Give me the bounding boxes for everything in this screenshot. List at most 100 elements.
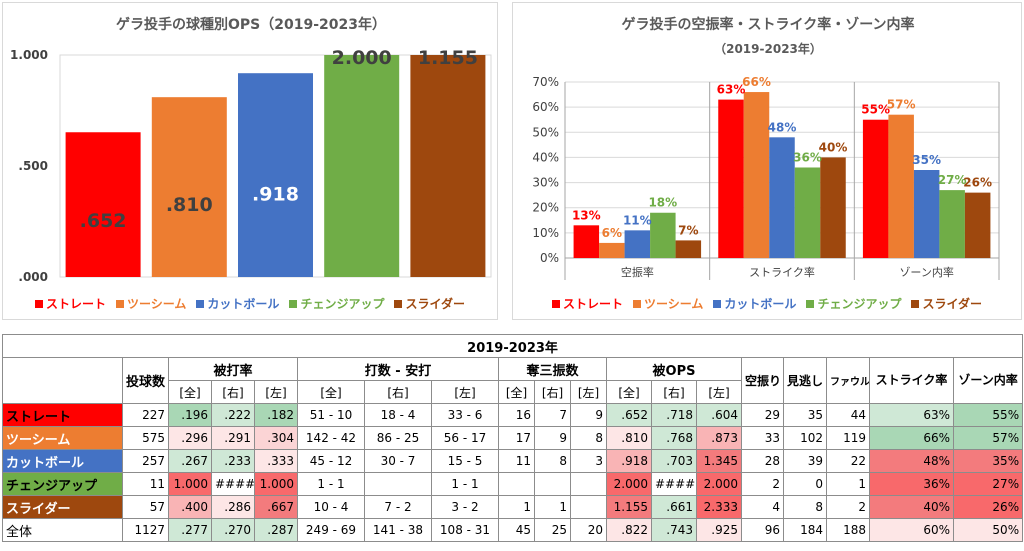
avg-cell: #### bbox=[211, 472, 255, 496]
strikeout-cell: 9 bbox=[570, 403, 607, 427]
split-header: [右] bbox=[364, 380, 432, 404]
rate-value-label: 35% bbox=[912, 153, 941, 167]
avg-cell: 1.000 bbox=[254, 472, 298, 496]
zone-rate-cell: 50% bbox=[952, 518, 1024, 542]
rate-value-label: 55% bbox=[861, 103, 890, 117]
pitches-cell: 57 bbox=[122, 495, 169, 519]
foul-header: ファウル bbox=[826, 357, 870, 404]
ab-hit-cell bbox=[364, 472, 432, 496]
ab-hit-cell: 18 - 4 bbox=[364, 403, 432, 427]
legend-item: ツーシーム bbox=[633, 295, 703, 312]
rate-value-label: 11% bbox=[623, 213, 652, 227]
legend-item: スライダー bbox=[394, 295, 465, 312]
rate-bar bbox=[599, 242, 625, 258]
ops-cell: .918 bbox=[606, 449, 652, 473]
strike-rate-cell: 60% bbox=[869, 518, 954, 542]
rate-bar bbox=[650, 212, 676, 258]
foul-cell: 119 bbox=[826, 426, 870, 450]
ops-ytick-label: .000 bbox=[18, 270, 48, 284]
rate-chart-subtitle: （2019-2023年） bbox=[714, 41, 822, 56]
avg-cell: .182 bbox=[254, 403, 298, 427]
rate-value-label: 36% bbox=[793, 150, 822, 164]
rate-bar bbox=[624, 230, 651, 258]
table-row: ツーシーム 575.296.291.304 142 - 42 86 - 25 56 - … bbox=[2, 426, 1024, 450]
rate-value-label: 26% bbox=[963, 176, 992, 190]
legend-item: カットボール bbox=[713, 295, 796, 312]
rate-bar bbox=[913, 170, 940, 258]
ops-chart-panel: ゲラ投手の球種別OPS（2019-2023年） .000 .500 1.000 .6… bbox=[2, 2, 498, 320]
avg-cell: .286 bbox=[211, 495, 255, 519]
split-header: [右] bbox=[534, 380, 571, 404]
legend-item: ツーシーム bbox=[116, 295, 186, 312]
strikeout-cell: 20 bbox=[570, 518, 607, 542]
legend-item: カットボール bbox=[196, 295, 279, 312]
legend-swatch bbox=[713, 299, 722, 308]
ops-cell: 1.155 bbox=[606, 495, 652, 519]
ops-bar bbox=[65, 132, 141, 277]
ops-value-label: .918 bbox=[252, 183, 299, 205]
strikeout-cell: 8 bbox=[534, 449, 571, 473]
legend-label: ツーシーム bbox=[644, 297, 704, 311]
ops-value-label: 1.155 bbox=[418, 47, 478, 69]
foul-cell: 2 bbox=[826, 495, 870, 519]
strikeout-cell: 17 bbox=[498, 426, 535, 450]
ops-chart: ゲラ投手の球種別OPS（2019-2023年） .000 .500 1.000 .6… bbox=[10, 16, 492, 284]
swinging-strike-cell: 28 bbox=[741, 449, 784, 473]
pitch-name-cell: スライダー bbox=[2, 495, 123, 519]
rate-bar bbox=[939, 190, 965, 258]
strikeout-cell: 45 bbox=[498, 518, 535, 542]
split-header: [右] bbox=[211, 380, 255, 404]
legend-label: スライダー bbox=[405, 297, 465, 311]
rate-chart-legend: ストレート ツーシーム カットボール チェンジアップ スライダー bbox=[513, 295, 1021, 312]
ops-header: 被OPS bbox=[606, 357, 742, 381]
split-header: [左] bbox=[570, 380, 607, 404]
pitches-cell: 257 bbox=[122, 449, 169, 473]
swinging-strike-cell: 29 bbox=[741, 403, 784, 427]
strike-rate-cell: 40% bbox=[869, 495, 954, 519]
legend-item: ストレート bbox=[35, 295, 106, 312]
table-title: 2019-2023年 bbox=[1, 334, 1024, 358]
ops-chart-title: ゲラ投手の球種別OPS（2019-2023年） bbox=[116, 16, 386, 33]
legend-item: スライダー bbox=[911, 295, 982, 312]
ops-value-label: .652 bbox=[80, 210, 127, 232]
rate-value-label: 6% bbox=[602, 226, 622, 240]
avg-cell: .267 bbox=[168, 449, 212, 473]
avg-cell: .196 bbox=[168, 403, 212, 427]
ab-hit-cell: 86 - 25 bbox=[364, 426, 432, 450]
strike-rate-cell: 66% bbox=[869, 426, 954, 450]
avg-cell: .296 bbox=[168, 426, 212, 450]
split-header: [全] bbox=[498, 380, 535, 404]
ops-cell: .652 bbox=[606, 403, 652, 427]
rate-value-label: 63% bbox=[717, 83, 746, 97]
rate-chart-title: ゲラ投手の空振率・ストライク率・ゾーン内率 bbox=[621, 16, 914, 33]
rate-value-label: 7% bbox=[678, 223, 698, 237]
rate-category-label: 空振率 bbox=[621, 265, 654, 279]
legend-label: スライダー bbox=[922, 297, 982, 311]
split-header: [全] bbox=[168, 380, 212, 404]
rate-bar bbox=[888, 114, 914, 258]
so-header: 奪三振数 bbox=[498, 357, 607, 381]
split-header: [左] bbox=[254, 380, 298, 404]
pitch-name-cell: チェンジアップ bbox=[2, 472, 123, 496]
avg-cell: .304 bbox=[254, 426, 298, 450]
strikeout-cell bbox=[498, 472, 535, 496]
legend-label: カットボール bbox=[207, 297, 280, 311]
ops-value-label: 2.000 bbox=[332, 47, 392, 69]
split-header: [左] bbox=[696, 380, 742, 404]
strike-rate-cell: 63% bbox=[869, 403, 954, 427]
zone-rate-cell: 55% bbox=[952, 403, 1024, 427]
ab-hit-cell: 10 - 4 bbox=[297, 495, 365, 519]
strikeout-cell bbox=[570, 495, 607, 519]
rate-value-label: 27% bbox=[938, 173, 967, 187]
rate-category-label: ゾーン内率 bbox=[899, 265, 953, 279]
ops-bar bbox=[151, 97, 227, 278]
avg-cell: .667 bbox=[254, 495, 298, 519]
zone-header: ゾーン内率 bbox=[952, 357, 1024, 404]
rate-bar bbox=[820, 157, 846, 258]
legend-swatch bbox=[196, 299, 205, 308]
legend-item: チェンジアップ bbox=[289, 295, 384, 312]
rate-bar bbox=[964, 192, 991, 258]
split-header: [全] bbox=[297, 380, 365, 404]
ops-cell: #### bbox=[651, 472, 697, 496]
